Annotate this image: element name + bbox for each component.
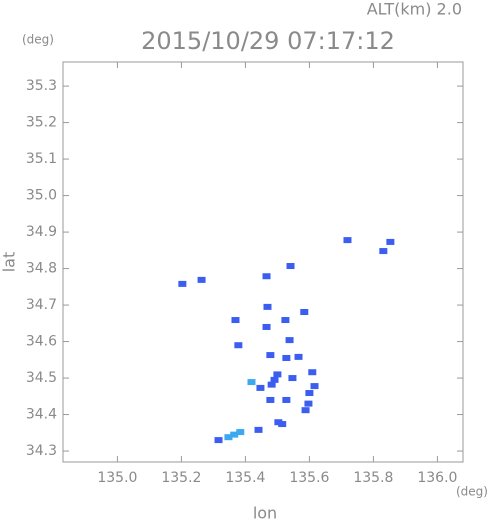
echo-point <box>224 434 233 441</box>
echo-point <box>266 352 275 359</box>
echo-point <box>301 407 310 414</box>
echo-point <box>305 390 314 397</box>
y-unit: (deg) <box>22 33 54 47</box>
echo-point <box>300 309 309 315</box>
y-tick-label: 34.9 <box>26 224 57 240</box>
x-tick-label: 135.0 <box>97 470 137 486</box>
echo-point <box>308 369 317 376</box>
echo-point <box>230 431 239 438</box>
x-tick-label: 135.6 <box>289 470 329 486</box>
echo-point <box>386 238 395 245</box>
x-tick-label: 135.4 <box>225 470 265 486</box>
echo-point <box>197 276 206 283</box>
echo-point <box>294 353 303 360</box>
echo-point <box>286 263 295 270</box>
y-tick-label: 34.6 <box>26 334 57 350</box>
echo-point <box>247 379 256 386</box>
chart-title: 2015/10/29 07:17:12 <box>141 27 395 55</box>
x-tick-label: 136.0 <box>417 470 457 486</box>
altitude-label: ALT(km) 2.0 <box>367 0 462 19</box>
y-tick-label: 35.2 <box>26 115 57 131</box>
echo-point <box>236 429 245 436</box>
y-tick-label: 35.3 <box>26 78 57 94</box>
echo-point <box>234 342 243 349</box>
echo-point <box>281 317 290 324</box>
echo-point <box>288 375 297 382</box>
y-tick-label: 34.7 <box>26 297 57 313</box>
echo-point <box>178 280 187 287</box>
y-tick-label: 34.3 <box>26 443 57 459</box>
y-tick-label: 35.0 <box>26 188 57 204</box>
y-tick-label: 34.4 <box>26 407 57 423</box>
echo-point <box>262 323 271 330</box>
echo-point <box>285 337 294 344</box>
echo-point <box>267 381 276 388</box>
echo-point <box>270 376 279 383</box>
echo-point <box>278 421 287 428</box>
x-axis-label: lon <box>253 504 277 522</box>
y-tick-label: 35.1 <box>26 151 57 167</box>
x-tick-label: 135.8 <box>353 470 393 486</box>
echo-point <box>343 237 352 244</box>
echo-point <box>282 354 291 361</box>
echo-point <box>256 384 265 391</box>
echo-point <box>231 317 240 324</box>
y-tick-label: 34.5 <box>26 370 57 386</box>
echo-point <box>262 273 271 280</box>
echo-point <box>214 437 223 444</box>
x-tick-label: 135.2 <box>161 470 201 486</box>
y-tick-label: 34.8 <box>26 261 57 277</box>
y-axis-label: lat <box>0 252 19 273</box>
echo-point <box>263 303 272 310</box>
echo-point <box>310 383 319 390</box>
echo-point <box>254 426 263 433</box>
echo-point <box>379 248 388 255</box>
x-unit: (deg) <box>456 485 488 499</box>
echo-point <box>266 396 275 403</box>
echo-point <box>282 396 291 403</box>
echo-point <box>304 400 313 407</box>
plot-frame <box>62 61 464 463</box>
echo-point <box>273 371 282 378</box>
